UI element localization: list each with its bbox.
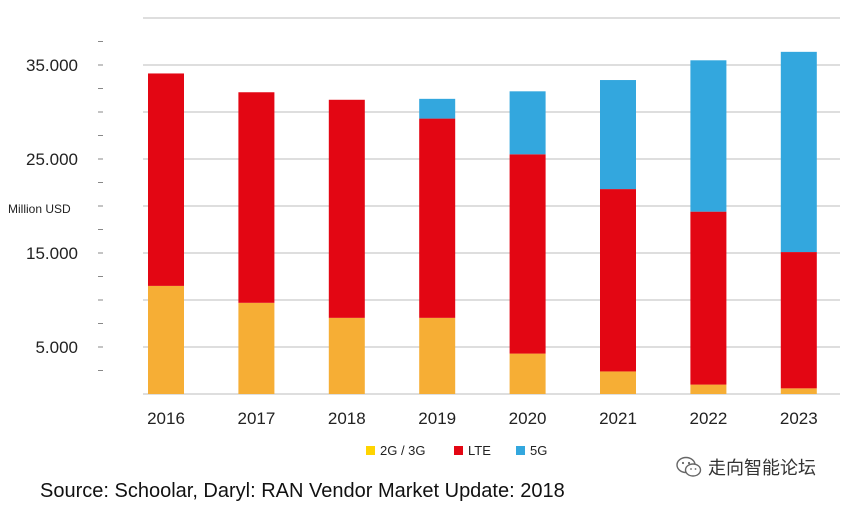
y-axis-label: Million USD [8,202,71,216]
bar-segment [690,60,727,212]
legend-label: 2G / 3G [380,443,426,458]
y-tick-label: 35.000 [26,56,78,75]
y-tick-labels: 5.000 15.000 25.000 35.000 [26,56,78,357]
y-tick-label: 15.000 [26,244,78,263]
bar-segment [600,189,636,372]
x-tick-label: 2019 [418,409,456,428]
bar-segment [419,118,456,318]
watermark: 走向智能论坛 [676,454,816,480]
bar-segment [690,211,727,385]
legend-label: 5G [530,443,547,458]
bar-segment [780,51,817,253]
bar-segment [148,285,184,394]
y-tick-label: 25.000 [26,150,78,169]
bar-segment [600,371,636,394]
bar-segment [600,80,636,190]
x-tick-label: 2018 [328,409,366,428]
bar-segment [780,252,817,389]
bar-segment [148,73,184,286]
bar-segment [238,302,275,394]
bar-segment [419,317,456,394]
legend-swatch [516,446,525,455]
x-tick-label: 2016 [147,409,185,428]
y-tick-label: 5.000 [35,338,78,357]
x-tick-label: 2017 [237,409,275,428]
legend: 2G / 3G LTE 5G [366,443,547,458]
source-note: Source: Schoolar, Daryl: RAN Vendor Mark… [40,480,565,502]
x-tick-label: 2022 [689,409,727,428]
x-tick-label: 2021 [599,409,637,428]
legend-swatch [366,446,375,455]
bar-segment [419,98,456,119]
x-tick-labels: 2016 2017 2018 2019 2020 2021 2022 2023 [147,409,818,428]
bar-segment [509,91,546,155]
bar-segment [509,353,546,394]
legend-label: LTE [468,443,491,458]
bar-segment [328,99,365,318]
x-tick-label: 2023 [780,409,818,428]
bar-segment [328,317,365,394]
legend-swatch [454,446,463,455]
watermark-text: 走向智能论坛 [708,458,816,479]
bar-segment [780,388,817,394]
x-tick-label: 2020 [509,409,547,428]
bars [148,51,817,394]
minor-ticks [98,41,103,371]
bar-segment [238,92,275,303]
wechat-icon [676,456,702,477]
bar-segment [509,154,546,354]
bar-segment [690,384,727,394]
